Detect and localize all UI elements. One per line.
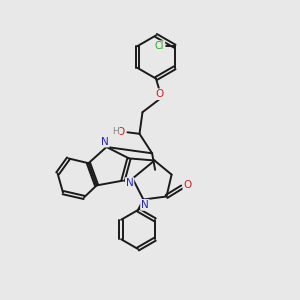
Text: Cl: Cl xyxy=(155,41,164,51)
Text: O: O xyxy=(116,127,124,137)
Text: O: O xyxy=(183,179,192,190)
Text: N: N xyxy=(101,136,109,147)
Text: N: N xyxy=(141,200,149,210)
Text: O: O xyxy=(155,89,163,99)
Text: N: N xyxy=(126,178,134,188)
Text: H: H xyxy=(112,127,119,136)
